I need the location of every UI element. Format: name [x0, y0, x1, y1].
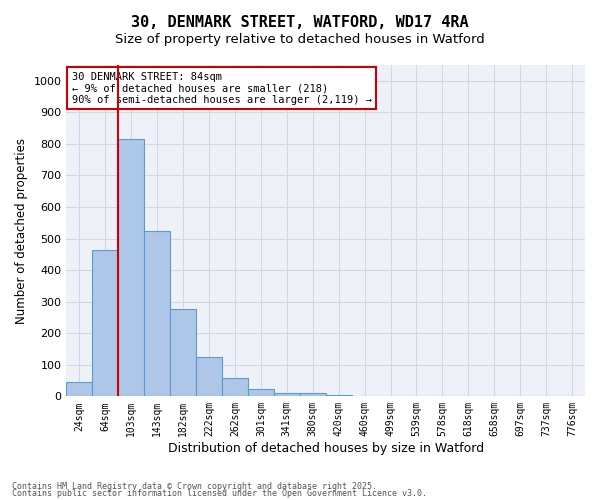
Bar [326, 395, 352, 396]
Bar [92, 250, 118, 396]
Bar [274, 392, 300, 396]
Bar [170, 308, 196, 396]
Text: Size of property relative to detached houses in Watford: Size of property relative to detached ho… [115, 32, 485, 46]
Bar [196, 356, 222, 397]
Text: Contains public sector information licensed under the Open Government Licence v3: Contains public sector information licen… [12, 490, 427, 498]
Text: 30 DENMARK STREET: 84sqm
← 9% of detached houses are smaller (218)
90% of semi-d: 30 DENMARK STREET: 84sqm ← 9% of detache… [71, 72, 371, 105]
Bar [300, 392, 326, 396]
Bar [144, 230, 170, 396]
X-axis label: Distribution of detached houses by size in Watford: Distribution of detached houses by size … [167, 442, 484, 455]
Text: Contains HM Land Registry data © Crown copyright and database right 2025.: Contains HM Land Registry data © Crown c… [12, 482, 377, 491]
Bar [222, 378, 248, 396]
Y-axis label: Number of detached properties: Number of detached properties [15, 138, 28, 324]
Bar [67, 382, 92, 396]
Text: 30, DENMARK STREET, WATFORD, WD17 4RA: 30, DENMARK STREET, WATFORD, WD17 4RA [131, 15, 469, 30]
Bar [248, 390, 274, 396]
Bar [118, 139, 144, 396]
